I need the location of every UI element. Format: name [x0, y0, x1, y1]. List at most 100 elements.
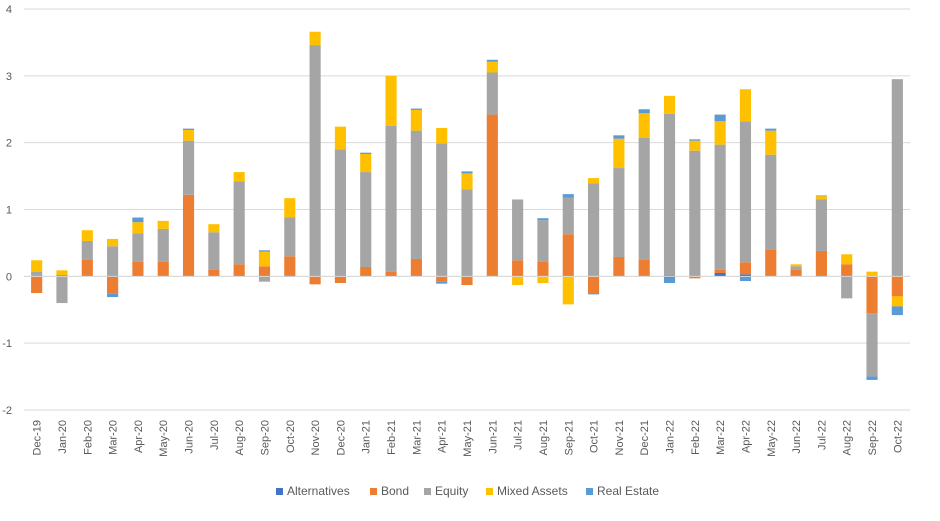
bar-segment-mixed-assets	[689, 140, 701, 151]
bar-segment-mixed-assets	[385, 75, 397, 126]
bar-segment-mixed-assets	[714, 121, 726, 145]
bar-segment-mixed-assets	[562, 276, 574, 305]
x-tick-label: Aug-22	[842, 420, 854, 455]
legend-swatch	[276, 488, 283, 495]
bar-segment-equity	[714, 144, 726, 270]
bar-segment-equity	[815, 199, 827, 251]
x-tick-label: Jan-22	[665, 420, 677, 454]
bar-segment-equity	[132, 233, 144, 262]
bar-segment-bond	[233, 264, 245, 277]
x-tick-label: Feb-22	[690, 420, 702, 455]
bar-segment-real-estate	[537, 218, 549, 221]
y-tick-label: -1	[2, 338, 12, 350]
bar-segment-bond	[31, 276, 43, 294]
bar-segment-bond	[436, 276, 448, 282]
bar-segment-mixed-assets	[107, 238, 119, 247]
bar-segment-bond	[385, 271, 397, 277]
bar-segment-mixed-assets	[866, 271, 878, 277]
bar-segment-real-estate	[562, 194, 574, 198]
bar-segment-equity	[841, 276, 853, 299]
bar-segment-equity	[385, 125, 397, 272]
bar-segment-bond	[613, 256, 625, 277]
bar-segment-bond	[309, 276, 321, 285]
x-tick-label: May-20	[158, 420, 170, 457]
bar-segment-bond	[182, 194, 195, 277]
bar-segment-real-estate	[613, 135, 625, 139]
bar-segment-mixed-assets	[891, 296, 903, 307]
bar-segment-mixed-assets	[841, 254, 853, 265]
bar-segment-mixed-assets	[461, 173, 473, 190]
bar-segment-equity	[436, 143, 448, 277]
x-tick-label: Sep-22	[867, 420, 879, 455]
bar-segment-real-estate	[107, 293, 119, 298]
bar-segment-equity	[891, 79, 903, 277]
legend-label: Mixed Assets	[497, 484, 568, 498]
bar-segment-mixed-assets	[284, 198, 296, 218]
legend-swatch	[424, 488, 431, 495]
y-tick-label: 0	[6, 271, 12, 283]
y-tick-label: 3	[6, 71, 12, 83]
bar-segment-equity	[613, 168, 625, 257]
bar-segment-equity	[588, 183, 600, 277]
bar-segment-equity	[562, 197, 574, 235]
bar-segment-equity	[233, 181, 245, 265]
bar-segment-equity	[107, 246, 119, 277]
bar-segment-equity	[689, 150, 701, 277]
bar-segment-equity	[31, 271, 43, 277]
legend-label: Bond	[381, 484, 409, 498]
bar-segment-equity	[638, 137, 650, 260]
bar-segment-equity	[360, 172, 372, 267]
x-tick-label: Jul-22	[816, 420, 828, 450]
bar-segment-equity	[81, 240, 93, 260]
bar-segment-mixed-assets	[739, 89, 752, 122]
bar-segment-bond	[360, 266, 372, 277]
x-tick-label: Apr-22	[740, 420, 752, 453]
bar-segment-bond	[815, 250, 827, 277]
bar-segment-mixed-assets	[132, 222, 144, 234]
bar-segment-bond	[841, 264, 853, 277]
legend-label: Alternatives	[287, 484, 350, 498]
bar-segment-real-estate	[486, 59, 498, 62]
bar-segment-equity	[56, 276, 68, 304]
bar-segment-alternatives	[739, 274, 752, 277]
x-tick-label: Dec-19	[32, 420, 44, 455]
bar-segment-bond	[537, 261, 549, 277]
bar-segment-mixed-assets	[663, 95, 676, 114]
bar-segment-equity	[663, 113, 676, 276]
bar-segment-equity	[866, 313, 878, 377]
bar-segment-mixed-assets	[638, 113, 650, 138]
bar-segment-bond	[866, 276, 878, 314]
x-tick-label: Oct-22	[892, 420, 904, 453]
bar-segment-mixed-assets	[157, 220, 169, 229]
x-tick-label: Nov-20	[310, 420, 322, 455]
bar-segment-real-estate	[714, 114, 726, 122]
x-tick-label: Jan-20	[57, 420, 69, 454]
x-tick-label: Jun-21	[487, 420, 499, 454]
x-tick-label: Aug-20	[234, 420, 246, 455]
bar-segment-mixed-assets	[309, 31, 321, 46]
bar-segment-bond	[157, 261, 169, 277]
bar-segment-alternatives	[663, 276, 676, 278]
bar-segment-bond	[132, 261, 144, 277]
bar-segment-bond	[486, 114, 498, 277]
bar-segment-equity	[182, 140, 195, 195]
legend-swatch	[370, 488, 377, 495]
bar-segment-bond	[107, 277, 119, 294]
bar-segment-real-estate	[258, 250, 271, 252]
x-tick-label: Aug-21	[538, 420, 550, 455]
y-tick-label: 2	[6, 138, 12, 150]
bar-segment-bond	[790, 269, 802, 277]
bars	[31, 31, 903, 380]
legend-swatch	[486, 488, 493, 495]
bar-segment-real-estate	[739, 276, 752, 282]
bar-segment-mixed-assets	[410, 109, 422, 131]
bar-segment-mixed-assets	[588, 178, 600, 184]
bar-segment-bond	[258, 266, 271, 277]
bar-segment-mixed-assets	[258, 251, 271, 267]
x-tick-label: Apr-20	[133, 420, 145, 453]
bar-segment-bond	[512, 260, 524, 277]
x-tick-label: Nov-21	[614, 420, 626, 455]
bar-segment-mixed-assets	[613, 138, 625, 169]
bar-segment-bond	[461, 276, 473, 286]
bar-segment-mixed-assets	[765, 130, 777, 155]
